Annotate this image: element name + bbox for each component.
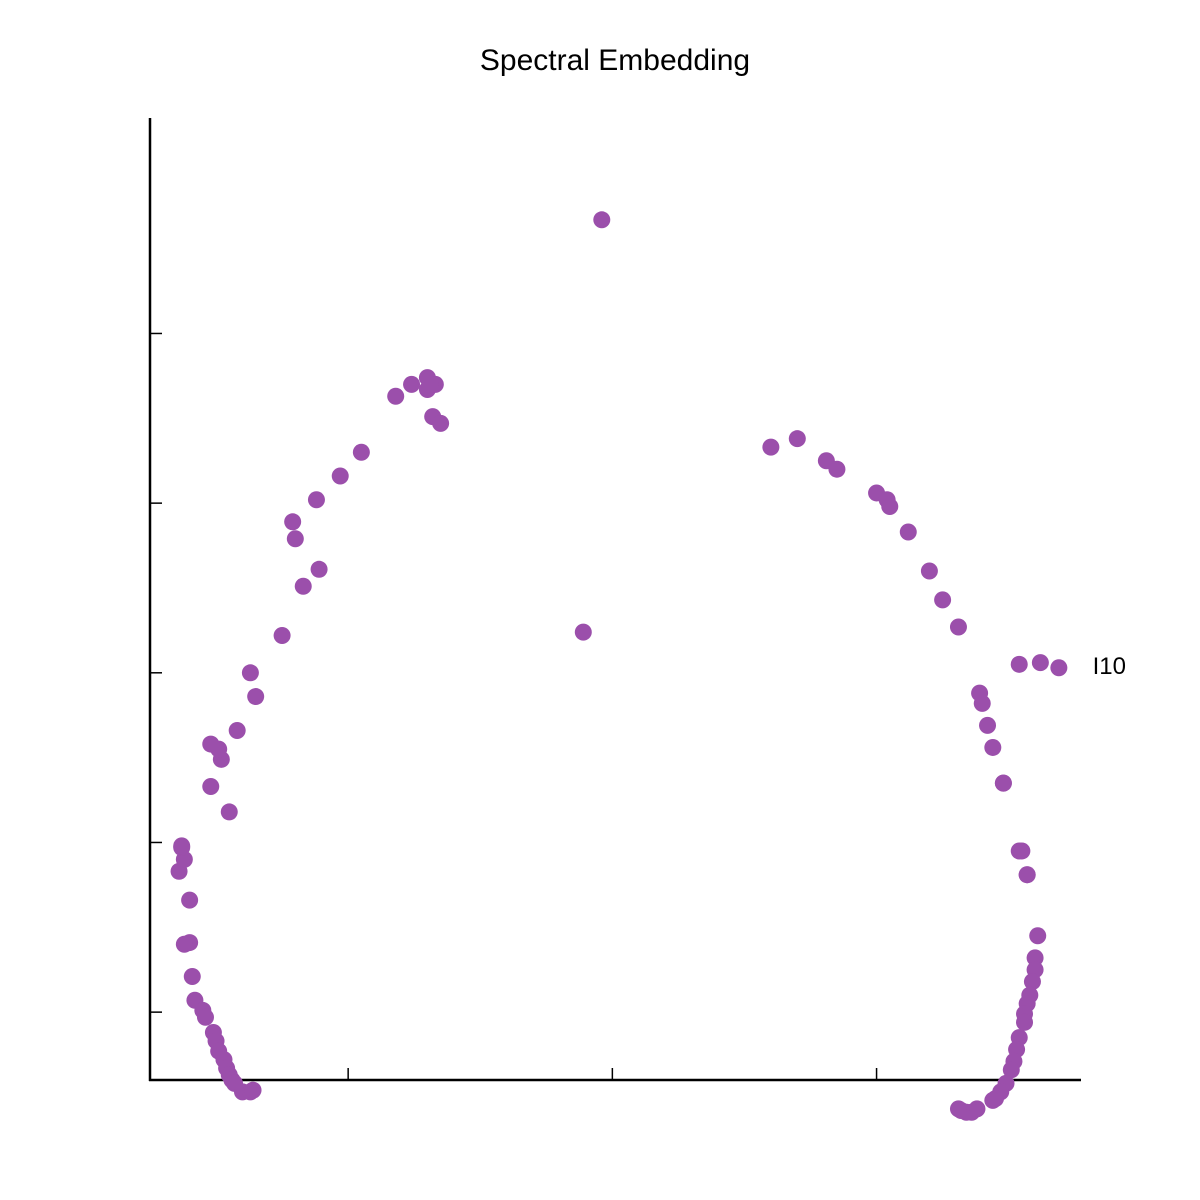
data-point [173, 837, 191, 855]
data-point [979, 716, 997, 734]
data-point [574, 623, 592, 641]
axis-ticks [150, 332, 878, 1080]
data-point [788, 430, 806, 448]
data-point [421, 375, 439, 393]
data-point [593, 211, 611, 229]
data-point [228, 721, 246, 739]
data-point [181, 891, 199, 909]
point-annotation: I10 [1093, 653, 1126, 680]
data-point [387, 387, 405, 405]
chart-title: Spectral Embedding [480, 44, 750, 77]
data-point [307, 491, 325, 509]
data-point [881, 498, 899, 516]
data-point [899, 523, 917, 541]
data-point [1031, 654, 1049, 672]
data-point [331, 467, 349, 485]
data-point [352, 443, 370, 461]
data-point [828, 460, 846, 478]
axes [148, 118, 1081, 1082]
data-point [1016, 1013, 1034, 1031]
data-point [432, 414, 450, 432]
data-point [202, 777, 220, 795]
data-point [286, 530, 304, 548]
data-point [244, 1081, 262, 1099]
data-point [994, 774, 1012, 792]
data-point [273, 626, 291, 644]
data-point [1050, 659, 1068, 677]
data-point [1023, 973, 1041, 991]
data-point [949, 1100, 967, 1118]
data-point [220, 803, 238, 821]
data-point [1029, 927, 1047, 945]
data-point [1010, 655, 1028, 673]
data-point [196, 1008, 214, 1026]
data-point [284, 513, 302, 531]
data-point [403, 375, 421, 393]
data-point [1013, 842, 1031, 860]
data-point [920, 562, 938, 580]
data-point [984, 1091, 1002, 1109]
data-point [762, 438, 780, 456]
data-point [934, 591, 952, 609]
data-point [949, 618, 967, 636]
data-point [175, 935, 193, 953]
data-points [170, 211, 1068, 1121]
data-point [247, 688, 265, 706]
data-point [1026, 949, 1044, 967]
data-point [183, 968, 201, 986]
data-point [1018, 866, 1036, 884]
data-point [1002, 1061, 1020, 1079]
data-point [310, 560, 328, 578]
data-point [294, 577, 312, 595]
data-point [973, 694, 991, 712]
data-point [202, 735, 220, 753]
data-point [984, 738, 1002, 756]
data-point [241, 664, 259, 682]
